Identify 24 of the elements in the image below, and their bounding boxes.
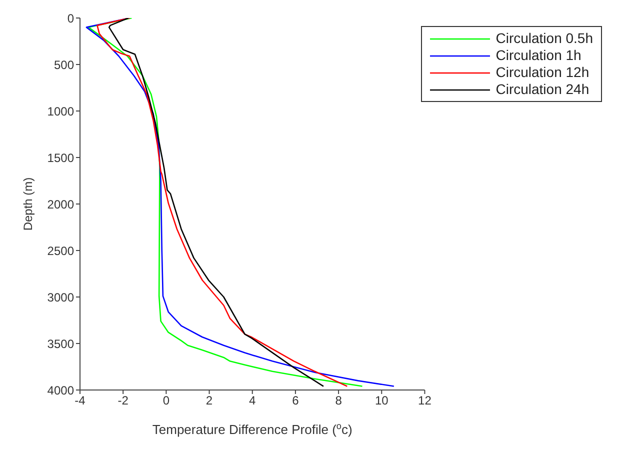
x-tick-label: 4	[249, 394, 256, 408]
y-tick-label: 1000	[47, 104, 74, 118]
x-tick-label: -2	[118, 394, 129, 408]
x-tick-label: 6	[292, 394, 300, 408]
x-tick-label: 12	[418, 394, 432, 408]
y-tick-label: 3500	[47, 336, 74, 351]
x-tick-label: 0	[162, 394, 170, 408]
y-tick-label: 3000	[47, 290, 74, 304]
x-tick-label: 8	[335, 394, 342, 408]
x-tick-label: 2	[206, 394, 213, 408]
y-tick-label: 0	[67, 11, 74, 26]
legend-label: Circulation 24h	[496, 81, 590, 98]
legend-label: Circulation 0.5h	[496, 30, 593, 47]
y-tick-label: 500	[54, 58, 74, 72]
y-tick-label: 1500	[47, 150, 74, 165]
legend-label: Circulation 1h	[496, 47, 582, 64]
x-axis-title: Temperature Difference Profile ($^{o}$c)	[152, 421, 352, 437]
y-axis-title: Depth (m)	[21, 177, 35, 231]
legend-label: Circulation 12h	[496, 64, 590, 81]
x-tick-label: 10	[374, 394, 389, 408]
y-tick-label: 2000	[47, 197, 74, 212]
y-tick-label: 2500	[47, 244, 74, 258]
x-tick-label: -4	[74, 394, 86, 408]
y-tick-label: 4000	[47, 383, 74, 398]
